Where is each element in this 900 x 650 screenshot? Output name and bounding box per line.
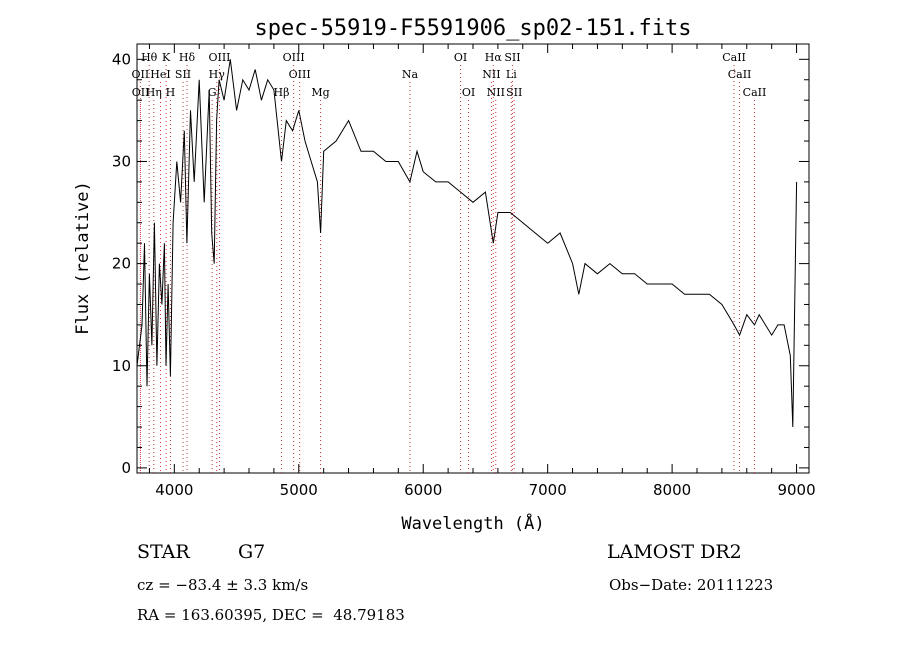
line-label: OI — [462, 86, 475, 99]
line-label: H — [166, 86, 176, 99]
axis-ticks — [137, 44, 809, 473]
line-label: OII — [132, 86, 150, 99]
x-tick-label: 6000 — [404, 481, 442, 499]
line-label: Li — [506, 68, 517, 81]
line-label: Hθ — [141, 51, 158, 64]
line-label: OIII — [289, 68, 311, 81]
line-label: SII — [506, 86, 522, 99]
line-label: HeI — [150, 68, 170, 81]
x-tick-label: 5000 — [280, 481, 318, 499]
line-label: OII — [132, 68, 150, 81]
line-label: Hβ — [274, 86, 290, 99]
object-subclass: G7 — [238, 541, 266, 563]
axis-tick-labels: 4000 5000 6000 7000 8000 9000 0 10 20 30 40 — [112, 50, 816, 499]
line-label: CaII — [728, 68, 752, 81]
line-label: NII — [487, 86, 505, 99]
y-tick-label: 20 — [112, 255, 131, 273]
survey-name: LAMOST DR2 — [607, 541, 742, 563]
line-label: G — [208, 86, 217, 99]
y-tick-label: 30 — [112, 152, 131, 170]
line-label: CaII — [743, 86, 767, 99]
line-label: NII — [482, 68, 500, 81]
line-label: Hα — [485, 51, 503, 64]
spectral-line-markers — [139, 65, 755, 473]
chart-title: spec-55919-F5591906_sp02-151.fits — [254, 16, 691, 41]
plot-frame — [136, 43, 810, 474]
line-label: CaII — [722, 51, 746, 64]
x-tick-label: 8000 — [653, 481, 691, 499]
x-tick-label: 9000 — [777, 481, 815, 499]
line-label: Mg — [311, 86, 329, 99]
line-label: Hδ — [179, 51, 196, 64]
x-tick-label: 4000 — [155, 481, 193, 499]
y-axis-label: Flux (relative) — [73, 181, 93, 335]
line-label: OIII — [208, 51, 230, 64]
line-label: OIII — [283, 51, 305, 64]
line-label: K — [162, 51, 171, 64]
line-label: SII — [504, 51, 520, 64]
line-label: Na — [402, 68, 419, 81]
spectrum-line — [136, 59, 798, 428]
sky-coordinates: RA = 163.60395, DEC = 48.79183 — [137, 606, 405, 624]
line-label: SII — [175, 68, 191, 81]
x-tick-label: 7000 — [529, 481, 567, 499]
line-label: OI — [454, 51, 467, 64]
y-tick-label: 10 — [112, 357, 131, 375]
line-label: Hγ — [209, 68, 226, 81]
y-tick-label: 40 — [112, 50, 131, 68]
x-axis-label: Wavelength (Å) — [401, 512, 544, 534]
line-label: Hη — [146, 86, 162, 99]
y-tick-label: 0 — [121, 459, 131, 477]
observation-date: Obs−Date: 20111223 — [609, 576, 774, 594]
redshift-velocity: cz = −83.4 ± 3.3 km/s — [137, 576, 309, 594]
object-class: STAR — [137, 541, 190, 563]
